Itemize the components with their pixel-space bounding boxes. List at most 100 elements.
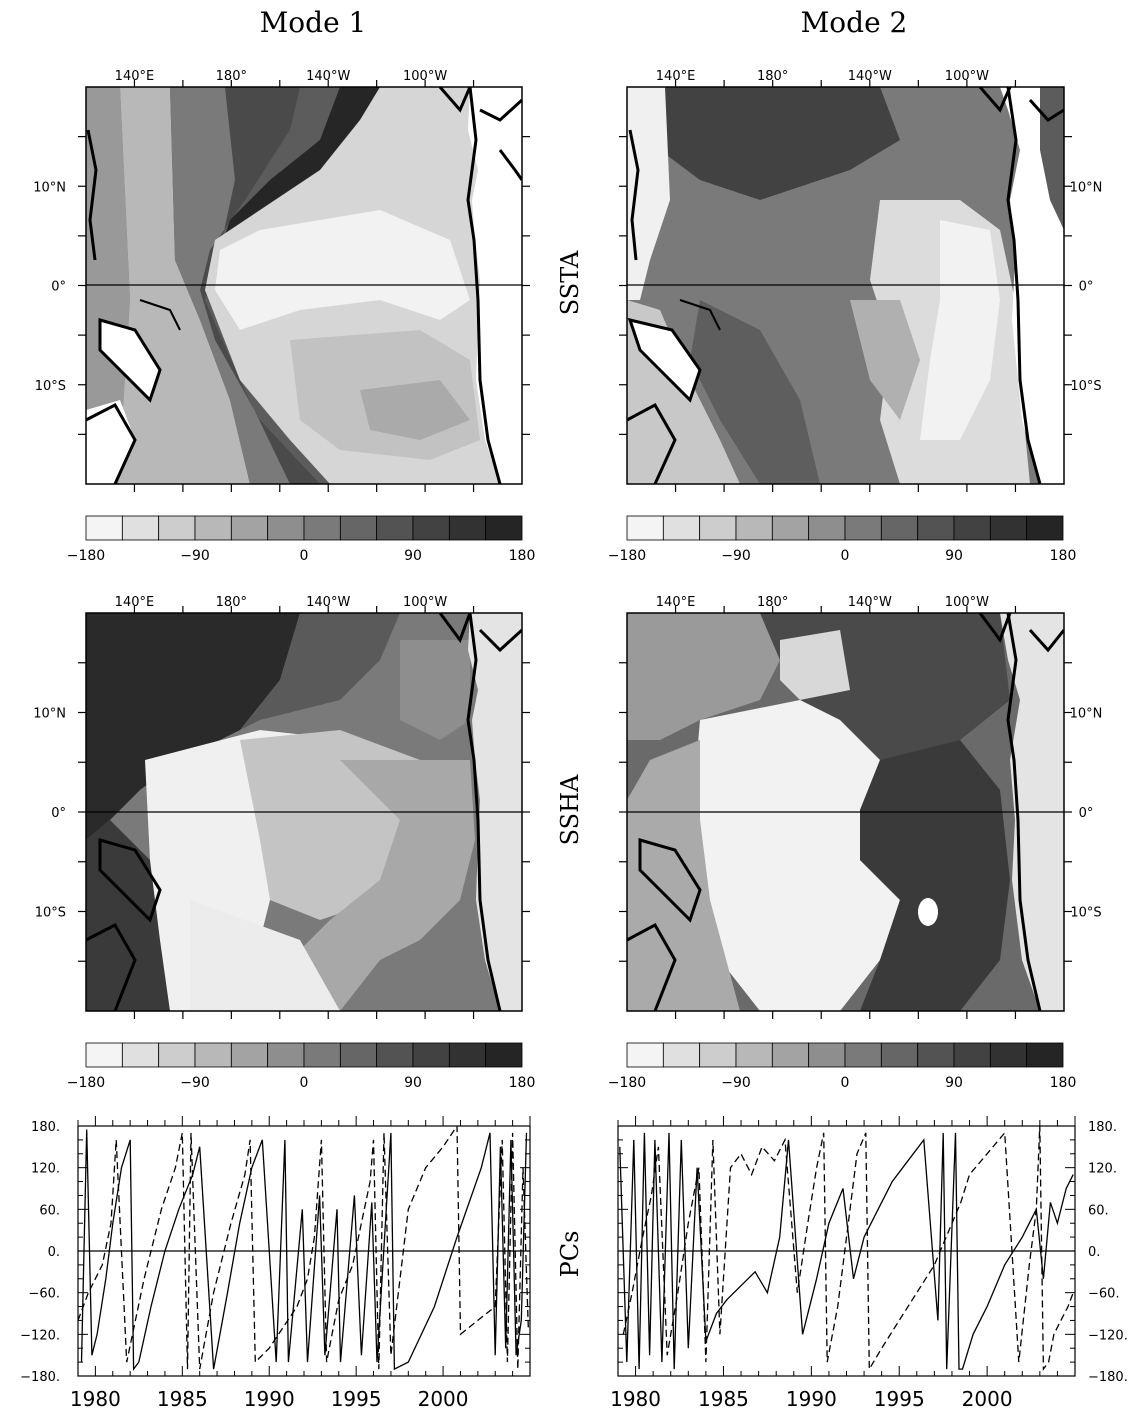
lat-tick-label: 0° <box>51 280 66 295</box>
colorbar-swatch <box>699 1042 737 1068</box>
map-mode1-ssta <box>85 86 523 485</box>
pc-x-tick-label: 1985 <box>698 1387 749 1411</box>
colorbar-swatch <box>626 515 664 541</box>
lon-tick-label: 140°E <box>115 69 155 84</box>
pc-y-tick-label: −120. <box>1088 1328 1128 1343</box>
colorbar-label: 180 <box>1050 548 1077 564</box>
pc-x-tick-label: 1980 <box>610 1387 661 1411</box>
map-mode1-ssta-field <box>86 87 522 484</box>
colorbars: −180 −90 0 90 180 −180 −90 0 90 180−180 −90 0 90 180−… <box>67 515 1077 1091</box>
colorbar-label: 0 <box>841 1075 850 1091</box>
pc-series-solid <box>619 1132 1074 1370</box>
colorbar-swatch <box>880 515 919 541</box>
colorbar-swatch <box>917 1042 955 1068</box>
colorbar-swatch <box>1026 515 1064 541</box>
colorbar-mode1-ssha: −180 −90 0 90 180 <box>67 1042 535 1091</box>
lat-tick-label: 10°S <box>35 906 66 921</box>
colorbar-label: −180 <box>608 548 646 564</box>
pc-y-tick-label: 60. <box>39 1203 60 1218</box>
colorbar-swatch <box>376 515 414 541</box>
colorbar-swatch <box>85 515 123 541</box>
pc-x-tick-label: 1980 <box>70 1387 121 1411</box>
colorbar-swatch <box>662 1042 701 1068</box>
row-label-ssha: SSHA <box>556 774 584 845</box>
lat-tick-label: 0° <box>1079 806 1094 821</box>
colorbar-swatch <box>230 1042 269 1068</box>
colorbar-swatch <box>917 515 955 541</box>
colorbar-swatch <box>808 515 846 541</box>
colorbar-swatch <box>735 1042 773 1068</box>
colorbar-swatch <box>412 1042 450 1068</box>
pc-panel-mode2: 1980 1985 1990 1995 2000 180. 120. 60. 0. −60. −12… <box>610 1116 1128 1411</box>
mode1-title: Mode 1 <box>260 6 367 39</box>
colorbar-mode1-ssta: −180 −90 0 90 180 <box>67 515 536 564</box>
colorbar-mode2-ssta: −180 −90 0 90 180 <box>608 515 1077 564</box>
colorbar-swatch <box>662 515 701 541</box>
pc-y-tick-label: 0. <box>48 1245 60 1260</box>
lat-tick-label: 10°S <box>35 379 66 394</box>
pc-x-tick-label: 1995 <box>331 1387 382 1411</box>
map-mode2-ssta <box>626 86 1065 485</box>
pc-y-tick-label: −180. <box>20 1370 60 1385</box>
pc-series-dashed <box>622 1126 1074 1372</box>
colorbar-swatch <box>485 515 523 541</box>
lon-tick-label: 100°W <box>403 595 447 610</box>
lon-tick-label: 140°E <box>656 595 696 610</box>
colorbar-swatch <box>953 1042 991 1068</box>
row-label-pcs: PCs <box>556 1231 584 1278</box>
pc-x-tick-label: 1995 <box>874 1387 925 1411</box>
colorbar-label: −180 <box>608 1075 646 1091</box>
colorbar-label: −90 <box>180 1075 210 1091</box>
colorbar-label: 0 <box>841 548 850 564</box>
lon-tick-label: 180° <box>216 595 247 610</box>
colorbar-swatch <box>339 515 378 541</box>
lon-tick-label: 100°W <box>403 69 447 84</box>
lat-tick-label: 0° <box>51 806 66 821</box>
colorbar-swatch <box>844 1042 882 1068</box>
pc-x-tick-label: 1990 <box>244 1387 295 1411</box>
colorbar-mode2-ssha: −180 −90 0 90 180 <box>608 1042 1077 1091</box>
colorbar-swatch <box>194 515 232 541</box>
lon-tick-label: 180° <box>757 595 788 610</box>
lat-tick-label: 10°N <box>33 180 66 195</box>
lon-tick-label: 140°W <box>848 595 892 610</box>
colorbar-label: 180 <box>1050 1075 1077 1091</box>
pc-panels: 1980 1985 1990 1995 2000 180. 120. 60. 0. −60. −12… <box>20 1116 1128 1411</box>
colorbar-swatch <box>844 515 882 541</box>
colorbar-swatch <box>953 515 991 541</box>
colorbar-swatch <box>339 1042 378 1068</box>
pc-x-tick-label: 1990 <box>786 1387 837 1411</box>
colorbar-label: 90 <box>404 548 422 564</box>
pc-series-dashed <box>78 1126 529 1370</box>
lat-tick-label: 10°N <box>1070 180 1103 195</box>
colorbar-label: 0 <box>300 1075 309 1091</box>
lon-tick-label: 140°W <box>848 69 892 84</box>
pc-x-tick-label: 2000 <box>418 1387 469 1411</box>
lon-tick-label: 180° <box>757 69 788 84</box>
colorbar-swatch <box>626 1042 664 1068</box>
map-mode1-ssha <box>85 612 523 1012</box>
colorbar-swatch <box>158 1042 196 1068</box>
colorbar-label: 180 <box>509 548 536 564</box>
pc-x-tick-label: 2000 <box>962 1387 1013 1411</box>
colorbar-swatch <box>771 1042 810 1068</box>
lat-tick-label: 10°S <box>1070 379 1101 394</box>
pc-y-tick-label: −60. <box>1088 1287 1120 1302</box>
colorbar-swatch <box>194 1042 232 1068</box>
pc-series-solid <box>80 1129 528 1372</box>
colorbar-swatch <box>808 1042 846 1068</box>
colorbar-swatch <box>376 1042 414 1068</box>
colorbar-swatch <box>771 515 810 541</box>
colorbar-swatch <box>1026 1042 1064 1068</box>
lon-tick-label: 140°W <box>306 595 350 610</box>
lat-tick-label: 0° <box>1079 280 1094 295</box>
colorbar-swatch <box>485 1042 523 1068</box>
colorbar-swatch <box>448 515 487 541</box>
lon-tick-label: 140°E <box>115 595 155 610</box>
pc-y-tick-label: 180. <box>31 1120 60 1135</box>
colorbar-label: −180 <box>67 548 105 564</box>
lat-tick-label: 10°S <box>1070 906 1101 921</box>
pc-panel-mode1: 1980 1985 1990 1995 2000 180. 120. 60. 0. −60. −12… <box>20 1116 531 1411</box>
pc-y-tick-label: −180. <box>1088 1370 1128 1385</box>
